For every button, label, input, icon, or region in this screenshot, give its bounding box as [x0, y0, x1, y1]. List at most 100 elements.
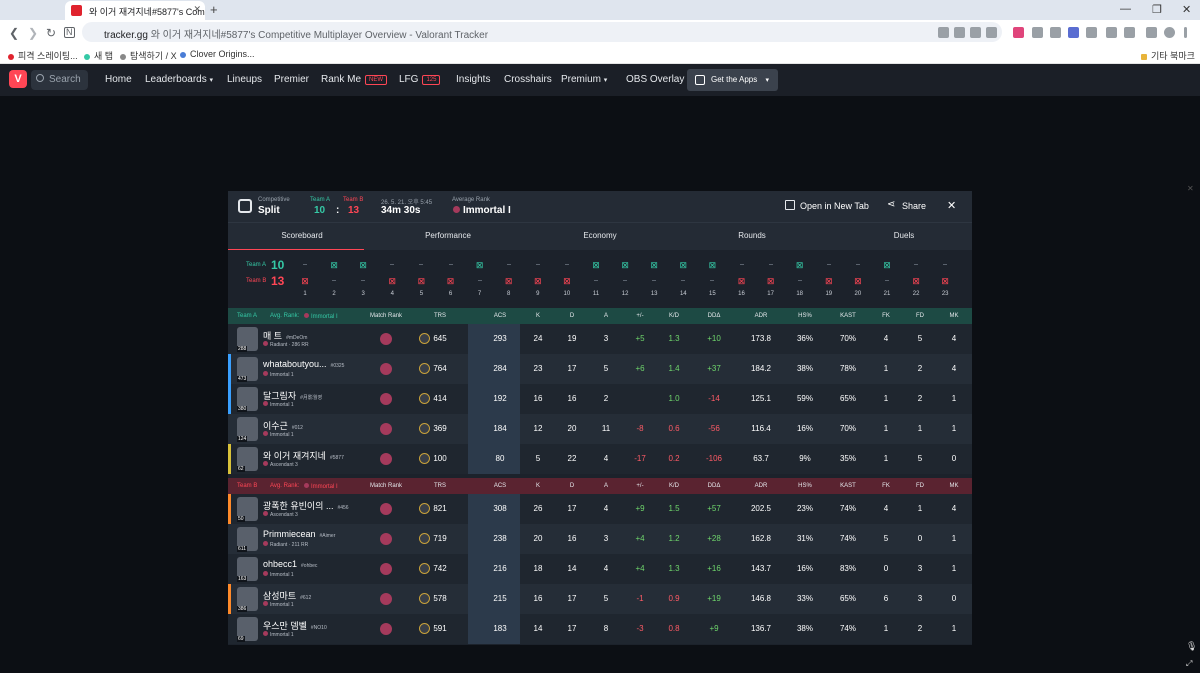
player-name[interactable]: 삼성마트 #612: [263, 591, 312, 601]
expand-icon[interactable]: ⤢: [1186, 659, 1193, 668]
column-header[interactable]: K/D: [668, 313, 679, 319]
install-icon[interactable]: [954, 27, 965, 38]
nav-lfg[interactable]: LFG 125: [399, 74, 441, 85]
player-row[interactable]: 163 ohbecc1 #ohbec Immortal 1 742 216 18 14 4 +4 1…: [228, 554, 972, 584]
tab-duels[interactable]: Duels: [893, 231, 915, 240]
nav-leaderboards[interactable]: Leaderboards ▾: [145, 74, 214, 85]
tab-economy[interactable]: Economy: [583, 231, 617, 240]
column-header[interactable]: TRS: [434, 313, 446, 319]
player-name[interactable]: 우스만 뎀벨 #NO10: [263, 621, 327, 631]
column-header[interactable]: HS%: [798, 313, 812, 319]
extension-icon[interactable]: [1013, 27, 1024, 38]
column-header[interactable]: Match Rank: [369, 483, 402, 489]
player-name[interactable]: Primmiecean #Aimer: [263, 529, 336, 539]
column-header[interactable]: ADR: [754, 483, 768, 489]
column-header[interactable]: KAST: [840, 483, 856, 489]
bookmark-item[interactable]: 피격 스레이팅...: [8, 49, 78, 62]
translate-icon[interactable]: [938, 27, 949, 38]
close-window-icon[interactable]: ✕: [1182, 4, 1192, 16]
column-header[interactable]: KAST: [840, 313, 856, 319]
column-header[interactable]: MK: [949, 483, 959, 489]
bookmark-item[interactable]: Clover Origins...: [180, 49, 255, 59]
menu-icon[interactable]: [1184, 27, 1187, 38]
player-row[interactable]: 69 우스만 뎀벨 #NO10 Immortal 1 591 183 14 17 8 -3 0.8 +…: [228, 614, 972, 644]
column-header[interactable]: D: [569, 313, 575, 319]
bookmark-item[interactable]: 새 탭: [84, 49, 113, 62]
profile-icon[interactable]: [1164, 27, 1175, 38]
new-tab-icon[interactable]: +: [210, 2, 218, 17]
mic-icon[interactable]: 🎙: [1186, 641, 1198, 651]
column-header[interactable]: DDΔ: [707, 313, 721, 319]
star-icon[interactable]: [986, 27, 997, 38]
reload-icon[interactable]: ↻: [46, 26, 57, 40]
share-button[interactable]: Share: [902, 201, 927, 211]
capture-icon[interactable]: [1146, 27, 1157, 38]
column-header[interactable]: DDΔ: [707, 483, 721, 489]
site-info-icon[interactable]: N: [64, 27, 75, 38]
player-name[interactable]: ohbecc1 #ohbec: [263, 559, 318, 569]
column-header[interactable]: TRS: [434, 483, 446, 489]
forward-icon[interactable]: ❯: [28, 26, 39, 40]
column-header[interactable]: MK: [949, 313, 959, 319]
tracker-logo[interactable]: V: [9, 70, 27, 88]
nav-insights[interactable]: Insights: [456, 74, 491, 85]
browser-tab[interactable]: 와 이거 재겨지네#5877's Comp ✕: [65, 1, 205, 20]
close-tab-icon[interactable]: ✕: [193, 4, 201, 14]
close-modal-icon[interactable]: ✕: [947, 200, 957, 212]
column-header[interactable]: Match Rank: [369, 313, 402, 319]
extension-icon[interactable]: [1068, 27, 1079, 38]
address-bar[interactable]: tracker.gg 와 이거 재겨지네#5877's Competitive …: [82, 22, 1002, 42]
extensions-puzzle-icon[interactable]: [1086, 27, 1097, 38]
tab-performance[interactable]: Performance: [425, 231, 471, 240]
column-header[interactable]: A: [603, 313, 608, 319]
player-row[interactable]: 62 와 이거 재겨지네 #5877 Ascendant 3 100 80 5 22 4 -17 0…: [228, 444, 972, 474]
column-header[interactable]: +/-: [636, 313, 644, 319]
player-row[interactable]: 288 매 트 #mDeOm Radiant · 286 RR 645 293 24 19 3 +…: [228, 324, 972, 354]
zoom-icon[interactable]: [970, 27, 981, 38]
column-header[interactable]: ADR: [754, 313, 768, 319]
column-header[interactable]: FD: [916, 313, 924, 319]
column-header[interactable]: ACS: [493, 483, 507, 489]
nav-premier[interactable]: Premier: [274, 74, 310, 85]
player-row[interactable]: 50 광폭한 유빈이의 ... #456 Ascendant 3 821 308 26 17 4…: [228, 494, 972, 524]
column-header[interactable]: A: [603, 483, 608, 489]
tab-rounds[interactable]: Rounds: [738, 231, 766, 240]
player-name[interactable]: 달그림자 #月影월영: [263, 391, 323, 401]
extension-icon[interactable]: [1032, 27, 1043, 38]
extension-icon[interactable]: [1050, 27, 1061, 38]
nav-premium[interactable]: Premium ▾: [561, 74, 608, 85]
player-row[interactable]: 386 삼성마트 #612 Immortal 1 578 215 16 17 5 -1 0.9 +19…: [228, 584, 972, 614]
player-name[interactable]: 와 이거 재겨지네 #5877: [263, 451, 344, 461]
player-name[interactable]: 이수근 #012: [263, 421, 303, 431]
player-row[interactable]: 124 이수근 #012 Immortal 1 369 184 12 20 11 -8 0.6 -56…: [228, 414, 972, 444]
get-apps-button[interactable]: Get the Apps ▾: [687, 69, 778, 91]
restore-icon[interactable]: ❐: [1152, 4, 1162, 16]
close-icon[interactable]: ✕: [1187, 184, 1194, 193]
cast-icon[interactable]: [1106, 27, 1117, 38]
search-input[interactable]: Search: [31, 70, 88, 90]
player-name[interactable]: 매 트 #mDeOm: [263, 331, 308, 341]
bookmark-item[interactable]: 탐색하기 / X: [120, 49, 177, 62]
column-header[interactable]: HS%: [798, 483, 812, 489]
column-header[interactable]: FK: [882, 483, 890, 489]
column-header[interactable]: ACS: [493, 313, 507, 319]
download-icon[interactable]: [1124, 27, 1135, 38]
player-row[interactable]: 380 달그림자 #月影월영 Immortal 1 414 192 16 16 2 1.0 -14 1…: [228, 384, 972, 414]
column-header[interactable]: K: [535, 483, 540, 489]
column-header[interactable]: FD: [916, 483, 924, 489]
nav-lineups[interactable]: Lineups: [227, 74, 263, 85]
column-header[interactable]: K: [535, 313, 540, 319]
nav-obs-overlay[interactable]: OBS Overlay: [626, 74, 685, 85]
player-name[interactable]: whataboutyou... #0325: [263, 359, 345, 369]
column-header[interactable]: K/D: [668, 483, 679, 489]
column-header[interactable]: FK: [882, 313, 890, 319]
tab-scoreboard[interactable]: Scoreboard: [281, 231, 323, 240]
nav-home[interactable]: Home: [105, 74, 132, 85]
nav-rank-me[interactable]: Rank Me NEW: [321, 74, 388, 85]
open-new-tab-button[interactable]: Open in New Tab: [800, 201, 869, 211]
player-row[interactable]: 473 whataboutyou... #0325 Immortal 1 764 284 2…: [228, 354, 972, 384]
column-header[interactable]: +/-: [636, 483, 644, 489]
column-header[interactable]: D: [569, 483, 575, 489]
back-icon[interactable]: ❮: [9, 26, 20, 40]
other-bookmarks[interactable]: 기타 북마크: [1141, 49, 1195, 62]
